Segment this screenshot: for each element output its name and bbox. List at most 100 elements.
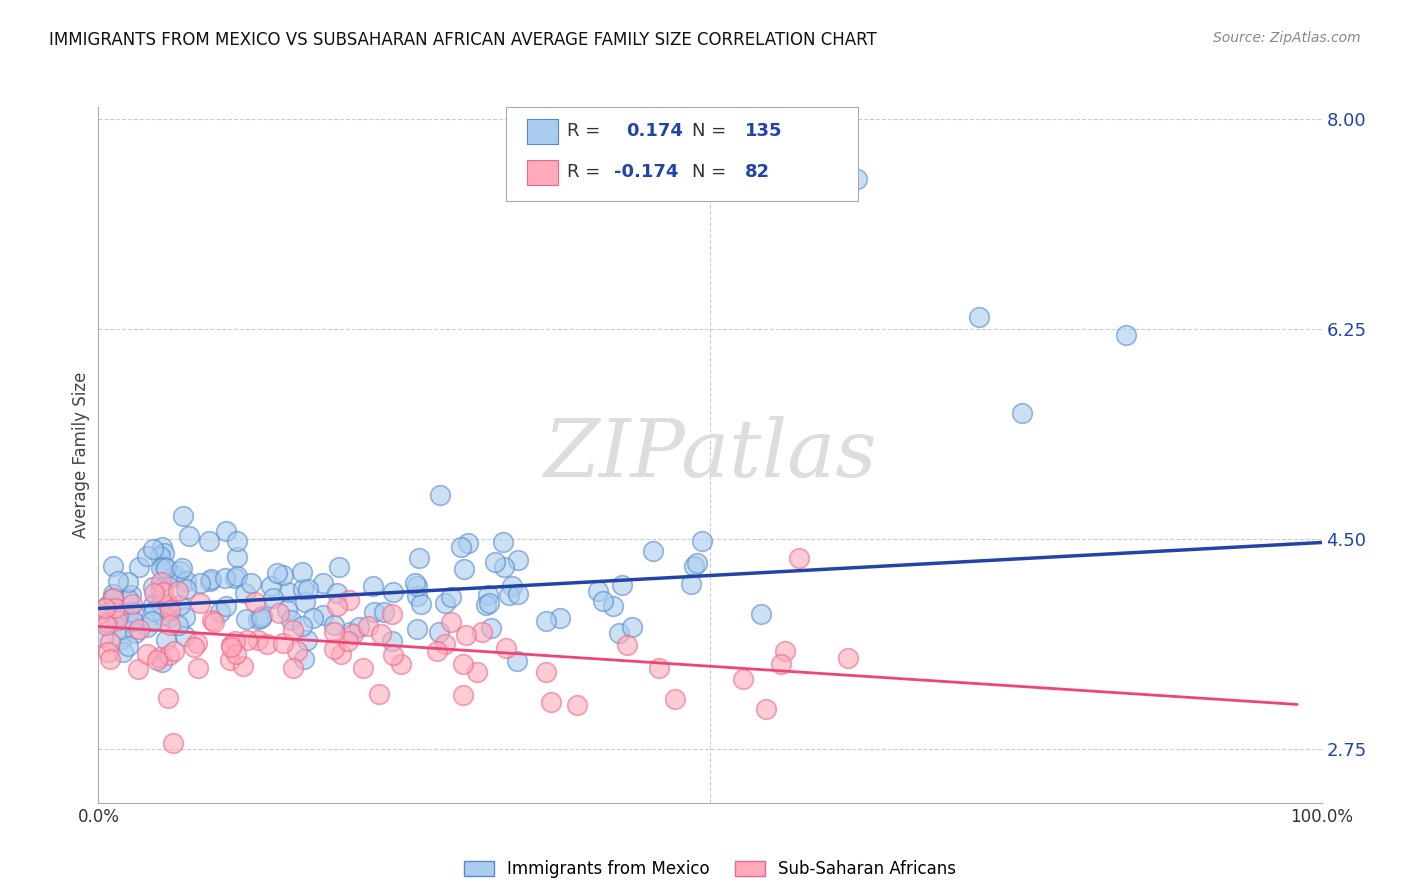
Point <box>602 599 624 614</box>
Point <box>322 618 344 632</box>
Point <box>225 569 247 583</box>
Point <box>271 635 294 649</box>
Point <box>252 608 274 623</box>
Point <box>219 640 242 655</box>
Point <box>471 624 494 639</box>
Point <box>149 574 172 589</box>
Point <box>247 633 270 648</box>
Point <box>157 648 180 663</box>
Point <box>235 585 257 599</box>
Point <box>150 541 173 555</box>
Point <box>202 615 225 629</box>
Point <box>406 589 429 603</box>
Point <box>492 535 515 549</box>
Point <box>1011 406 1033 420</box>
Point <box>381 585 404 599</box>
Point <box>477 595 499 609</box>
Point <box>143 585 166 599</box>
Point <box>682 558 704 573</box>
Point <box>177 529 200 543</box>
Point <box>94 617 117 632</box>
Point <box>148 649 170 664</box>
Point <box>610 577 633 591</box>
Point <box>451 657 474 671</box>
Point <box>225 647 247 661</box>
Point <box>283 661 305 675</box>
Point <box>107 613 129 627</box>
Point <box>240 576 263 591</box>
Point <box>169 598 191 612</box>
Point <box>159 618 181 632</box>
Point <box>411 597 433 611</box>
Point <box>167 583 190 598</box>
Point <box>152 585 174 599</box>
Point <box>135 549 157 563</box>
Point <box>145 653 167 667</box>
Point <box>352 661 374 675</box>
Text: 82: 82 <box>745 163 770 181</box>
Point <box>361 579 384 593</box>
Point <box>186 636 208 650</box>
Point <box>260 579 283 593</box>
Point <box>200 572 222 586</box>
Point <box>484 555 506 569</box>
Point <box>188 575 211 590</box>
Text: 135: 135 <box>745 122 783 140</box>
Point <box>548 611 571 625</box>
Point <box>141 614 163 628</box>
Point <box>748 844 770 858</box>
Point <box>312 575 335 590</box>
Point <box>97 645 120 659</box>
Point <box>142 598 165 612</box>
Point <box>336 634 359 648</box>
Point <box>501 579 523 593</box>
Point <box>187 661 209 675</box>
Point <box>124 626 146 640</box>
Point <box>150 655 173 669</box>
Point <box>406 622 429 636</box>
Point <box>297 633 319 648</box>
Point <box>349 620 371 634</box>
Point <box>225 549 247 564</box>
Point <box>292 652 315 666</box>
Point <box>112 622 135 636</box>
Y-axis label: Average Family Size: Average Family Size <box>72 372 90 538</box>
Point <box>107 608 129 623</box>
Point <box>128 560 150 574</box>
Point <box>323 641 346 656</box>
Text: ZIPatlas: ZIPatlas <box>543 417 877 493</box>
Point <box>357 619 380 633</box>
Point <box>214 571 236 585</box>
Point <box>153 546 176 560</box>
Point <box>157 691 180 706</box>
Point <box>474 598 496 612</box>
Point <box>326 585 349 599</box>
Point <box>155 632 177 647</box>
Point <box>162 570 184 584</box>
Point <box>297 582 319 596</box>
Point <box>101 591 124 605</box>
Point <box>143 604 166 618</box>
Point <box>247 612 270 626</box>
Point <box>465 665 488 679</box>
Point <box>96 615 118 629</box>
Point <box>219 653 242 667</box>
Point <box>457 536 479 550</box>
Point <box>128 622 150 636</box>
Point <box>159 603 181 617</box>
Point <box>616 639 638 653</box>
Point <box>686 556 709 570</box>
Point <box>1115 328 1137 343</box>
Point <box>506 553 529 567</box>
Point <box>342 627 364 641</box>
Point <box>103 559 125 574</box>
Point <box>440 590 463 604</box>
Point <box>142 542 165 557</box>
Point <box>322 625 344 640</box>
Point <box>540 695 562 709</box>
Point <box>219 638 242 652</box>
Point <box>506 587 529 601</box>
Text: N =: N = <box>692 122 731 140</box>
Point <box>302 611 325 625</box>
Point <box>165 568 187 582</box>
